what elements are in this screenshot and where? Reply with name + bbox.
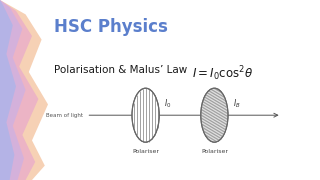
Text: $I_0$: $I_0$	[164, 97, 172, 110]
Ellipse shape	[201, 88, 228, 142]
Polygon shape	[0, 0, 38, 180]
Polygon shape	[0, 0, 26, 180]
Text: $I_B$: $I_B$	[233, 97, 240, 110]
Text: Polariser: Polariser	[132, 149, 159, 154]
Text: Polarisation & Malus’ Law: Polarisation & Malus’ Law	[54, 65, 188, 75]
Text: HSC Physics: HSC Physics	[54, 18, 168, 36]
Polygon shape	[0, 0, 16, 180]
Ellipse shape	[132, 88, 159, 142]
Polygon shape	[0, 0, 48, 180]
Text: Beam of light: Beam of light	[46, 113, 83, 118]
Text: $I = I_0\cos^2\!\theta$: $I = I_0\cos^2\!\theta$	[192, 64, 253, 83]
Text: Polariser: Polariser	[201, 149, 228, 154]
